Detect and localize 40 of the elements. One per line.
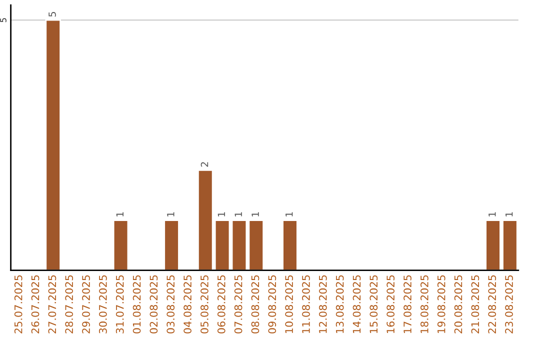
x-tick-label: 27.07.2025 bbox=[48, 275, 56, 334]
x-tick-label: 14.08.2025 bbox=[352, 275, 361, 333]
x-tick-label: 06.08.2025 bbox=[217, 275, 226, 334]
x-tick-label: 04.08.2025 bbox=[184, 275, 192, 334]
x-tick-label: 25.07.2025 bbox=[14, 275, 22, 334]
x-tick-label: 17.08.2025 bbox=[404, 275, 412, 333]
data-label: 1 bbox=[167, 212, 174, 216]
x-tick-label: 03.08.2025 bbox=[166, 275, 175, 334]
x-tick-label: 23.08.2025 bbox=[505, 275, 513, 334]
data-label: 2 bbox=[200, 162, 208, 167]
x-tick-label: 26.07.2025 bbox=[31, 275, 40, 334]
x-tick-label: 19.08.2025 bbox=[437, 275, 446, 333]
x-tick-label: 16.08.2025 bbox=[386, 275, 395, 333]
data-label: 1 bbox=[252, 212, 259, 216]
x-tick-label: 31.07.2025 bbox=[116, 275, 124, 334]
data-label: 1 bbox=[506, 212, 513, 216]
x-tick-label: 09.08.2025 bbox=[268, 275, 276, 334]
data-label: 1 bbox=[116, 212, 124, 216]
data-label: 1 bbox=[488, 212, 496, 216]
x-tick-label: 22.08.2025 bbox=[488, 275, 496, 334]
x-tick-label: 11.08.2025 bbox=[302, 275, 310, 333]
x-tick-label: 30.07.2025 bbox=[99, 275, 107, 334]
x-tick-label: 02.08.2025 bbox=[150, 275, 158, 334]
x-tick-label: 12.08.2025 bbox=[318, 275, 327, 333]
x-tick-label: 05.08.2025 bbox=[200, 275, 208, 334]
x-tick-label: 20.08.2025 bbox=[454, 275, 462, 334]
x-tick-label: 01.08.2025 bbox=[132, 275, 141, 334]
x-tick-label: 28.07.2025 bbox=[65, 275, 74, 334]
x-tick-label: 15.08.2025 bbox=[370, 275, 378, 333]
x-tick-label: 10.08.2025 bbox=[285, 275, 293, 333]
x-tick-label: 08.08.2025 bbox=[251, 275, 260, 334]
data-label: 1 bbox=[234, 212, 242, 216]
data-label: 5 bbox=[48, 12, 56, 17]
x-tick-label: 13.08.2025 bbox=[336, 275, 344, 333]
data-label: 1 bbox=[286, 212, 293, 216]
x-tick-label: 29.07.2025 bbox=[82, 275, 90, 334]
x-tick-label: 07.08.2025 bbox=[234, 275, 242, 334]
x-tick-label: 21.08.2025 bbox=[471, 275, 480, 334]
x-tick-label: 18.08.2025 bbox=[420, 275, 428, 333]
data-label: 1 bbox=[218, 212, 225, 216]
